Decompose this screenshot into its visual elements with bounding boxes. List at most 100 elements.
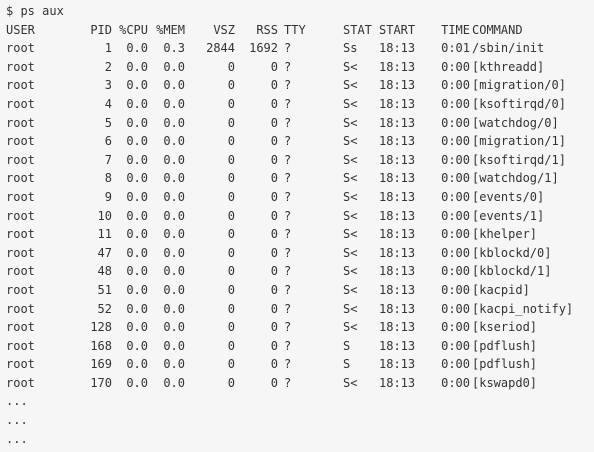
- cell-time: 0:00: [441, 301, 470, 316]
- cell-start: 18:13: [379, 282, 416, 297]
- cell-stat: S<: [343, 78, 358, 93]
- cell-pid: 6: [104, 134, 112, 149]
- cell-command: [ksoftirqd/0]: [472, 96, 566, 111]
- cell-mem: 0.0: [163, 320, 185, 335]
- cell-command: [pdflush]: [472, 357, 538, 372]
- cell-start: 18:13: [379, 338, 416, 353]
- cell-command: [kblockd/0]: [472, 245, 552, 260]
- cell-tty: ?: [284, 78, 292, 93]
- output-continuation: .........: [6, 392, 594, 448]
- column-header-tty: TTY: [284, 22, 306, 37]
- cell-stat: S<: [343, 264, 358, 279]
- cell-mem: 0.0: [163, 338, 185, 353]
- cell-time: 0:01: [441, 41, 470, 56]
- cell-start: 18:13: [379, 96, 416, 111]
- cell-command: [khelper]: [472, 227, 538, 242]
- cell-user: root: [6, 78, 35, 93]
- cell-command: [kseriod]: [472, 320, 538, 335]
- table-row: root 8 0.0 0.0 0 0? S< 18:13 0:00 [watchdog/1]: [6, 169, 594, 188]
- table-header: USER PID %CPU %MEM VSZ RSS TTY STAT STAR…: [6, 21, 594, 40]
- cell-mem: 0.0: [163, 115, 185, 130]
- cell-tty: ?: [284, 208, 292, 223]
- cell-pid: 5: [104, 115, 112, 130]
- cell-rss: 0: [270, 227, 278, 242]
- cell-pid: 51: [97, 282, 112, 297]
- table-row: root 4 0.0 0.0 0 0? S< 18:13 0:00 [ksoftirqd/0]: [6, 95, 594, 114]
- ellipsis-line: ...: [6, 394, 28, 409]
- table-row: root 48 0.0 0.0 0 0? S< 18:13 0:00 [kblockd/1]: [6, 262, 594, 281]
- cell-stat: S<: [343, 134, 358, 149]
- cell-mem: 0.0: [163, 301, 185, 316]
- column-header-stat: STAT: [343, 22, 372, 37]
- cell-cpu: 0.0: [126, 208, 148, 223]
- column-header-mem: %MEM: [156, 22, 185, 37]
- ellipsis-line: ...: [6, 413, 28, 428]
- cell-tty: ?: [284, 282, 292, 297]
- cell-pid: 170: [90, 375, 112, 390]
- cell-time: 0:00: [441, 134, 470, 149]
- cell-start: 18:13: [379, 189, 416, 204]
- cell-vsz: 0: [227, 320, 235, 335]
- cell-mem: 0.0: [163, 134, 185, 149]
- cell-command: [events/1]: [472, 208, 545, 223]
- cell-stat: S<: [343, 208, 358, 223]
- cell-tty: ?: [284, 189, 292, 204]
- cell-tty: ?: [284, 357, 292, 372]
- cell-pid: 1: [104, 41, 112, 56]
- cell-time: 0:00: [441, 208, 470, 223]
- cell-cpu: 0.0: [126, 152, 148, 167]
- cell-time: 0:00: [441, 282, 470, 297]
- cell-tty: ?: [284, 41, 292, 56]
- cell-user: root: [6, 171, 35, 186]
- cell-stat: S<: [343, 227, 358, 242]
- cell-vsz: 2844: [206, 41, 235, 56]
- cell-start: 18:13: [379, 245, 416, 260]
- cell-command: [watchdog/0]: [472, 115, 559, 130]
- cell-tty: ?: [284, 375, 292, 390]
- table-row: root 6 0.0 0.0 0 0? S< 18:13 0:00 [migration/1]: [6, 132, 594, 151]
- column-header-command: COMMAND: [472, 22, 523, 37]
- cell-rss: 0: [270, 96, 278, 111]
- cell-start: 18:13: [379, 152, 416, 167]
- cell-rss: 1692: [249, 41, 278, 56]
- cell-stat: S<: [343, 59, 358, 74]
- cell-rss: 0: [270, 320, 278, 335]
- cell-pid: 4: [104, 96, 112, 111]
- cell-vsz: 0: [227, 59, 235, 74]
- cell-cpu: 0.0: [126, 320, 148, 335]
- cell-command: [ksoftirqd/1]: [472, 152, 566, 167]
- cell-time: 0:00: [441, 357, 470, 372]
- table-row: root 170 0.0 0.0 0 0? S< 18:13 0:00 [kswapd0]: [6, 374, 594, 393]
- cell-tty: ?: [284, 134, 292, 149]
- cell-cpu: 0.0: [126, 41, 148, 56]
- cell-user: root: [6, 134, 35, 149]
- table-row: root 10 0.0 0.0 0 0? S< 18:13 0:00 [events/1]: [6, 207, 594, 226]
- cell-time: 0:00: [441, 320, 470, 335]
- cell-start: 18:13: [379, 115, 416, 130]
- table-row: root 3 0.0 0.0 0 0? S< 18:13 0:00 [migration/0]: [6, 76, 594, 95]
- cell-mem: 0.0: [163, 171, 185, 186]
- cell-tty: ?: [284, 59, 292, 74]
- cell-pid: 128: [90, 320, 112, 335]
- table-row: root 2 0.0 0.0 0 0? S< 18:13 0:00 [kthreadd]: [6, 58, 594, 77]
- table-row: root 47 0.0 0.0 0 0? S< 18:13 0:00 [kblockd/0]: [6, 244, 594, 263]
- cell-stat: S<: [343, 301, 358, 316]
- cell-tty: ?: [284, 264, 292, 279]
- cell-time: 0:00: [441, 171, 470, 186]
- cell-stat: S<: [343, 282, 358, 297]
- column-header-user: USER: [6, 22, 35, 37]
- cell-time: 0:00: [441, 96, 470, 111]
- cell-time: 0:00: [441, 375, 470, 390]
- cell-rss: 0: [270, 115, 278, 130]
- cell-time: 0:00: [441, 152, 470, 167]
- cell-rss: 0: [270, 264, 278, 279]
- cell-stat: S<: [343, 96, 358, 111]
- table-row: root 128 0.0 0.0 0 0? S< 18:13 0:00 [kseriod]: [6, 318, 594, 337]
- cell-vsz: 0: [227, 96, 235, 111]
- cell-cpu: 0.0: [126, 134, 148, 149]
- table-row: root 1 0.0 0.3 2844 1692? Ss 18:13 0:01/sbin/ini…: [6, 39, 594, 58]
- cell-pid: 11: [97, 227, 112, 242]
- cell-tty: ?: [284, 320, 292, 335]
- cell-vsz: 0: [227, 282, 235, 297]
